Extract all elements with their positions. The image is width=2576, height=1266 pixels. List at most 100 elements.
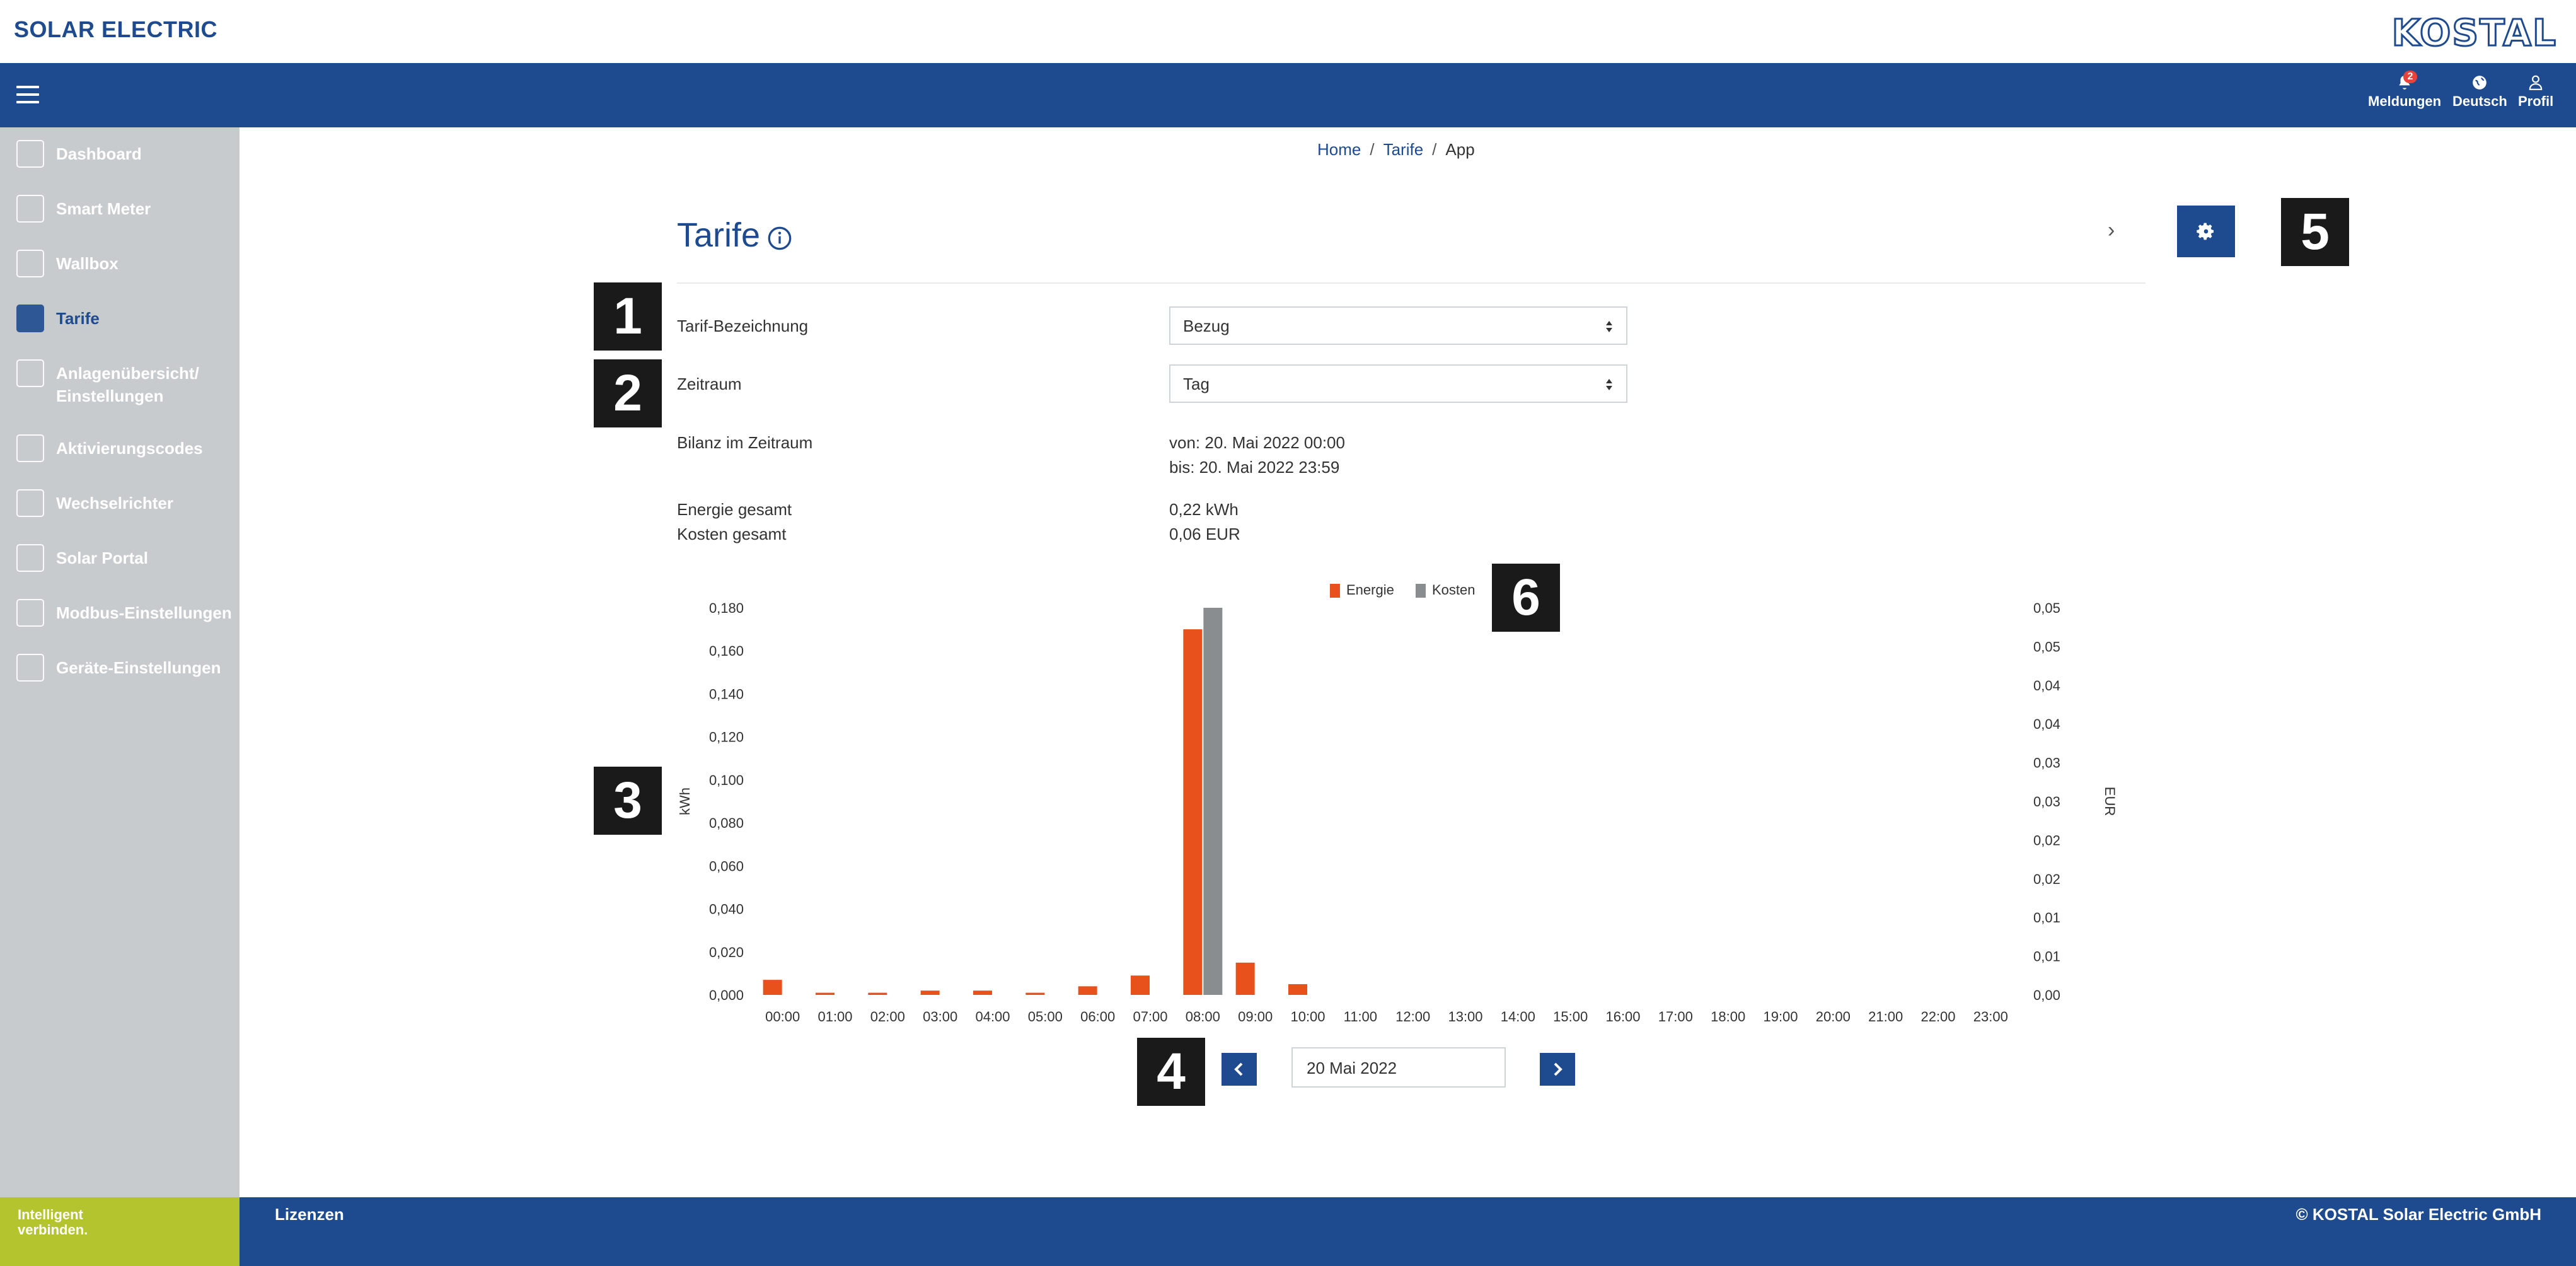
y-right-tick-label: 0,05 xyxy=(2033,639,2060,654)
x-tick-label: 02:00 xyxy=(870,1009,905,1025)
sidebar-item-label: Solar Portal xyxy=(56,549,148,567)
legend-label: Kosten xyxy=(1432,582,1476,598)
x-tick-label: 10:00 xyxy=(1290,1009,1325,1025)
energy-value: 0,22 kWh xyxy=(1169,500,1239,519)
portal-icon xyxy=(16,544,44,572)
x-tick-label: 21:00 xyxy=(1868,1009,1903,1025)
y-tick-label: 0,100 xyxy=(709,772,744,788)
next-date-button[interactable] xyxy=(1540,1053,1575,1086)
y-tick-label: 0,140 xyxy=(709,686,744,702)
sidebar-item-device-settings[interactable]: Geräte-Einstellungen xyxy=(0,654,240,685)
y-right-tick-label: 0,03 xyxy=(2033,755,2060,771)
breadcrumb-tarife[interactable]: Tarife xyxy=(1383,140,1424,159)
plant-settings-icon xyxy=(16,359,44,387)
slogan: Intelligent verbinden. xyxy=(0,1197,240,1266)
energy-bar xyxy=(763,980,782,995)
sidebar-item-wallbox[interactable]: Wallbox xyxy=(0,250,240,281)
x-tick-label: 12:00 xyxy=(1395,1009,1430,1025)
tariff-select-value: Bezug xyxy=(1183,316,1230,335)
profile-label: Profil xyxy=(2518,93,2554,109)
y-right-axis-label: EUR xyxy=(2102,787,2118,816)
y-tick-label: 0,160 xyxy=(709,643,744,659)
y-right-tick-label: 0,00 xyxy=(2033,987,2060,1003)
device-settings-icon xyxy=(16,654,44,682)
sidebar-item-modbus[interactable]: Modbus-Einstellungen xyxy=(0,599,240,630)
energy-bar xyxy=(1183,629,1203,995)
sidebar-item-dashboard[interactable]: Dashboard xyxy=(0,140,240,171)
sidebar-item-inverter[interactable]: Wechselrichter xyxy=(0,489,240,521)
chevron-right-icon[interactable]: › xyxy=(2108,218,2115,242)
x-tick-label: 14:00 xyxy=(1501,1009,1535,1025)
x-tick-label: 20:00 xyxy=(1816,1009,1851,1025)
energy-bar xyxy=(973,990,992,995)
x-tick-label: 22:00 xyxy=(1920,1009,1955,1025)
balance-label: Bilanz im Zeitraum xyxy=(677,433,813,452)
meter-icon xyxy=(16,195,44,223)
y-tick-label: 0,080 xyxy=(709,815,744,831)
inverter-icon xyxy=(16,489,44,517)
sidebar-item-label: Anlagenübersicht/Einstellungen xyxy=(56,364,199,405)
sidebar-item-smart-meter[interactable]: Smart Meter xyxy=(0,195,240,226)
energy-bar xyxy=(1288,984,1307,995)
tariff-select[interactable]: Bezug xyxy=(1169,306,1627,345)
x-tick-label: 06:00 xyxy=(1080,1009,1115,1025)
balance-to: bis: 20. Mai 2022 23:59 xyxy=(1169,458,1340,477)
sidebar-item-label: Smart Meter xyxy=(56,199,151,218)
date-input[interactable]: 20 Mai 2022 xyxy=(1291,1047,1506,1088)
x-tick-label: 07:00 xyxy=(1133,1009,1167,1025)
legend-swatch xyxy=(1330,584,1340,598)
sidebar-item-label: Wallbox xyxy=(56,254,118,273)
notifications-label: Meldungen xyxy=(2368,93,2442,109)
period-select[interactable]: Tag xyxy=(1169,364,1627,403)
breadcrumb-separator: / xyxy=(1370,140,1375,159)
marker-3: 3 xyxy=(594,767,662,835)
notifications-button[interactable]: 2 Meldungen xyxy=(2368,71,2442,110)
x-tick-label: 00:00 xyxy=(765,1009,800,1025)
y-tick-label: 0,020 xyxy=(709,944,744,960)
title-divider xyxy=(677,282,2146,284)
language-button[interactable]: Deutsch xyxy=(2452,74,2507,110)
language-label: Deutsch xyxy=(2452,93,2507,109)
energy-bar xyxy=(868,992,887,995)
marker-2: 2 xyxy=(594,359,662,427)
sidebar-item-activation-codes[interactable]: Aktivierungscodes xyxy=(0,434,240,466)
sidebar-item-label: Tarife xyxy=(56,309,100,328)
marker-5: 5 xyxy=(2281,198,2349,266)
y-axis-label: kWh xyxy=(677,787,693,815)
y-right-tick-label: 0,04 xyxy=(2033,716,2060,732)
sidebar-item-tarife[interactable]: Tarife xyxy=(0,305,240,336)
x-tick-label: 15:00 xyxy=(1553,1009,1588,1025)
x-tick-label: 04:00 xyxy=(975,1009,1010,1025)
x-tick-label: 09:00 xyxy=(1238,1009,1273,1025)
footer: Intelligent verbinden. Lizenzen © KOSTAL … xyxy=(0,1197,2576,1266)
tariff-icon xyxy=(16,305,44,332)
breadcrumb-home[interactable]: Home xyxy=(1317,140,1361,159)
x-tick-label: 01:00 xyxy=(817,1009,852,1025)
sidebar-item-label: Aktivierungscodes xyxy=(56,439,203,458)
gauge-icon xyxy=(16,140,44,168)
breadcrumb-current: App xyxy=(1445,140,1475,159)
sidebar-item-solar-portal[interactable]: Solar Portal xyxy=(0,544,240,576)
x-tick-label: 18:00 xyxy=(1711,1009,1745,1025)
y-right-tick-label: 0,01 xyxy=(2033,910,2060,926)
notification-badge: 2 xyxy=(2403,71,2417,83)
marker-6: 6 xyxy=(1492,564,1560,632)
prev-date-button[interactable] xyxy=(1222,1053,1257,1086)
top-header: SOLAR ELECTRIC KOSTAL xyxy=(0,0,2576,63)
x-tick-label: 11:00 xyxy=(1344,1009,1377,1025)
profile-button[interactable]: Profil xyxy=(2518,74,2553,110)
energy-bar xyxy=(816,992,835,995)
sidebar-item-label: Wechselrichter xyxy=(56,494,173,513)
brand-title: SOLAR ELECTRIC xyxy=(14,16,218,42)
info-icon[interactable] xyxy=(767,226,792,254)
x-tick-label: 23:00 xyxy=(1973,1009,2008,1025)
sidebar: Dashboard Smart Meter Wallbox Tarife Anl… xyxy=(0,127,240,1197)
hamburger-icon[interactable] xyxy=(16,86,39,105)
energy-bar xyxy=(1235,962,1255,995)
licenses-link[interactable]: Lizenzen xyxy=(275,1205,344,1224)
y-right-tick-label: 0,02 xyxy=(2033,832,2060,848)
sidebar-item-plant-settings[interactable]: Anlagenübersicht/Einstellungen xyxy=(0,359,240,410)
marker-1: 1 xyxy=(594,282,662,351)
kostal-logo[interactable]: KOSTAL xyxy=(2391,11,2557,55)
settings-button[interactable] xyxy=(2177,206,2235,257)
